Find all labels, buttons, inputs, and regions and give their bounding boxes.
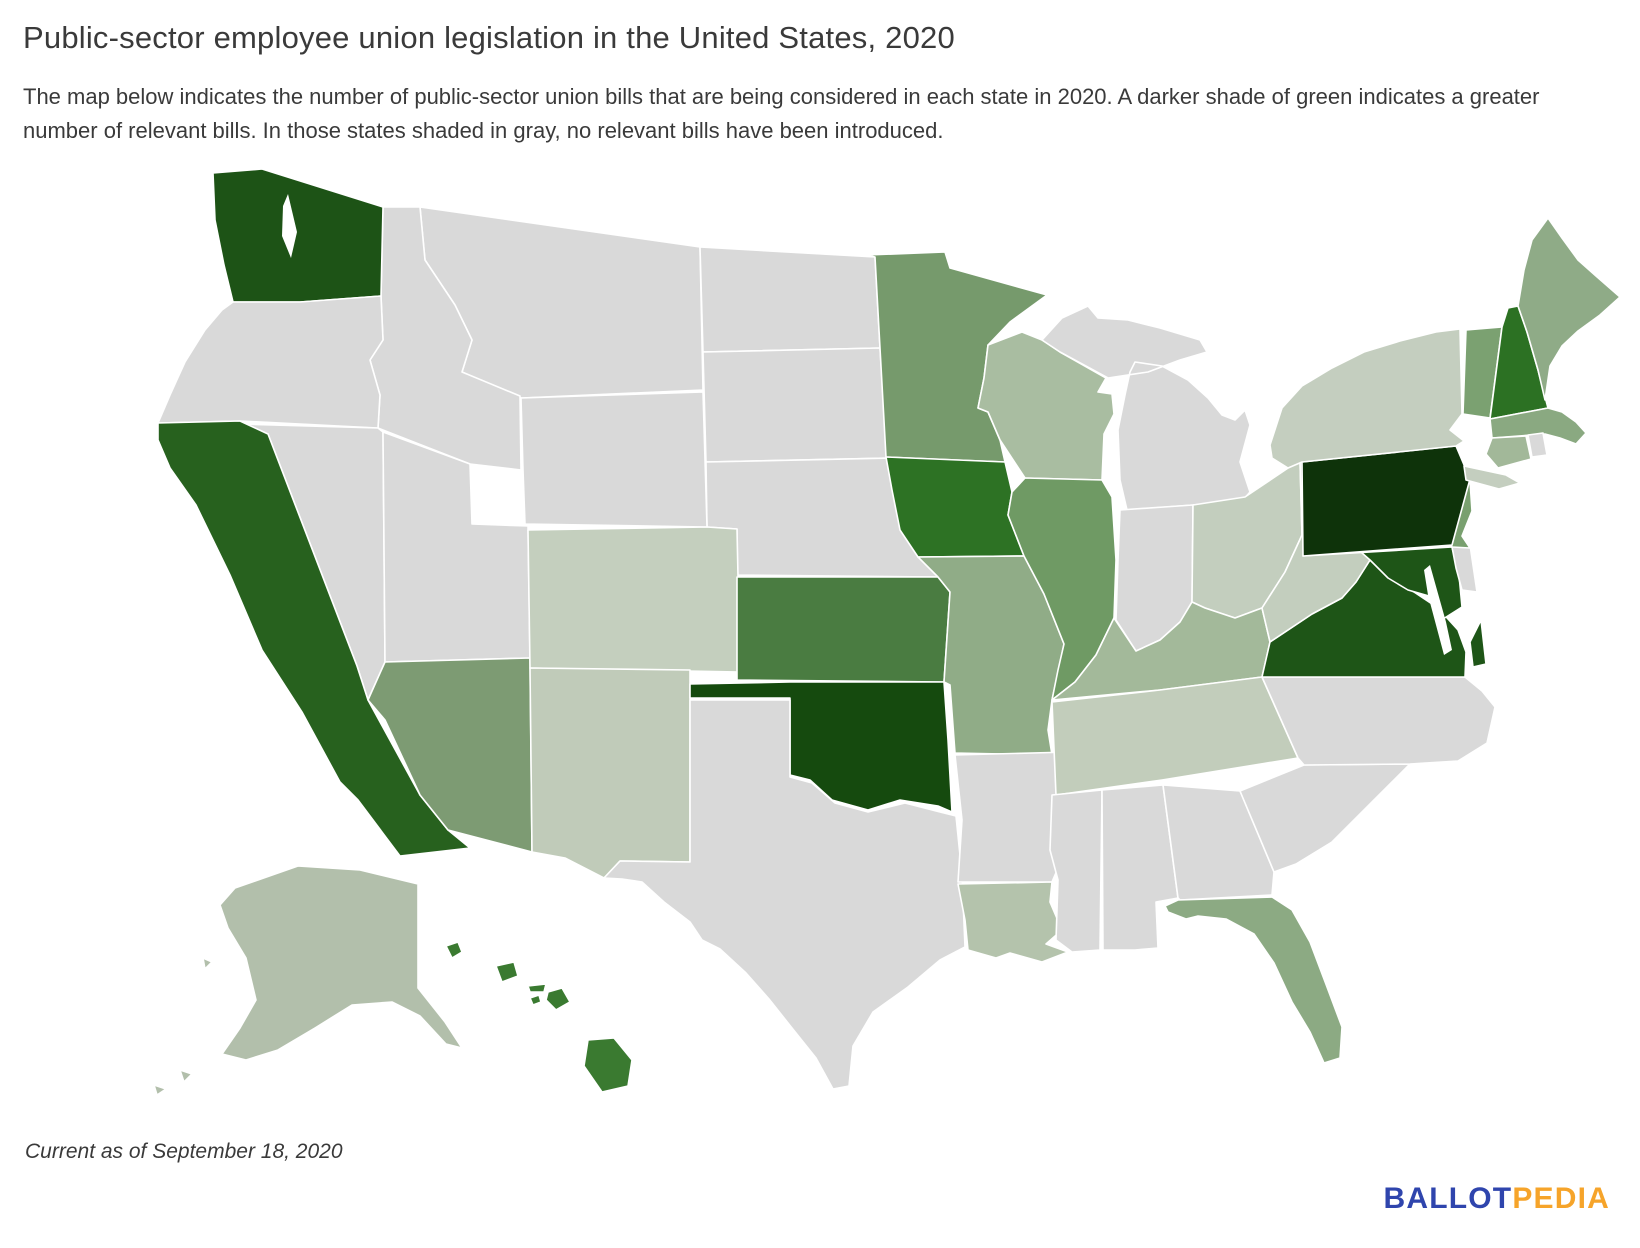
chesapeake-bay-water (1424, 565, 1452, 655)
state-oregon[interactable] (157, 295, 384, 429)
state-texas[interactable] (603, 699, 966, 1090)
state-connecticut[interactable] (1485, 435, 1532, 469)
state-hawaii[interactable] (445, 941, 633, 1093)
ballotpedia-logo[interactable]: BALLOTPEDIA (1383, 1182, 1610, 1216)
state-north-carolina[interactable] (1261, 676, 1496, 766)
page-subtitle: The map below indicates the number of pu… (23, 84, 1540, 143)
logo-ballot: BALLOT (1383, 1182, 1513, 1215)
state-mississippi[interactable] (1049, 789, 1103, 953)
water-layer (282, 194, 1452, 655)
state-north-dakota[interactable] (699, 246, 881, 353)
state-colorado[interactable] (527, 526, 741, 673)
state-florida[interactable] (1164, 896, 1343, 1064)
state-new-york[interactable] (1269, 328, 1521, 490)
state-louisiana[interactable] (957, 881, 1069, 963)
state-wyoming[interactable] (520, 391, 708, 528)
state-washington[interactable] (212, 168, 384, 303)
state-rhode-island[interactable] (1527, 432, 1548, 458)
page-title: Public-sector employee union legislation… (23, 20, 955, 55)
logo-pedia: PEDIA (1512, 1182, 1610, 1215)
states-layer (153, 168, 1621, 1096)
state-maine[interactable] (1517, 217, 1621, 401)
state-california[interactable] (157, 420, 471, 857)
state-pennsylvania[interactable] (1301, 445, 1471, 557)
state-kansas[interactable] (736, 576, 951, 683)
puget-sound-water (282, 194, 297, 258)
state-new-mexico[interactable] (529, 667, 691, 879)
state-south-dakota[interactable] (702, 347, 893, 463)
current-as-of-note: Current as of September 18, 2020 (25, 1140, 343, 1163)
state-alaska[interactable] (153, 865, 463, 1096)
state-michigan[interactable] (1041, 305, 1251, 511)
